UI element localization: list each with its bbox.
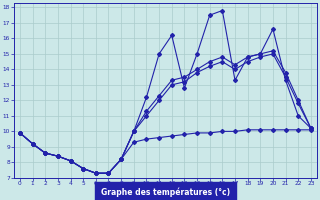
X-axis label: Graphe des températures (°c): Graphe des températures (°c) [101,188,230,197]
